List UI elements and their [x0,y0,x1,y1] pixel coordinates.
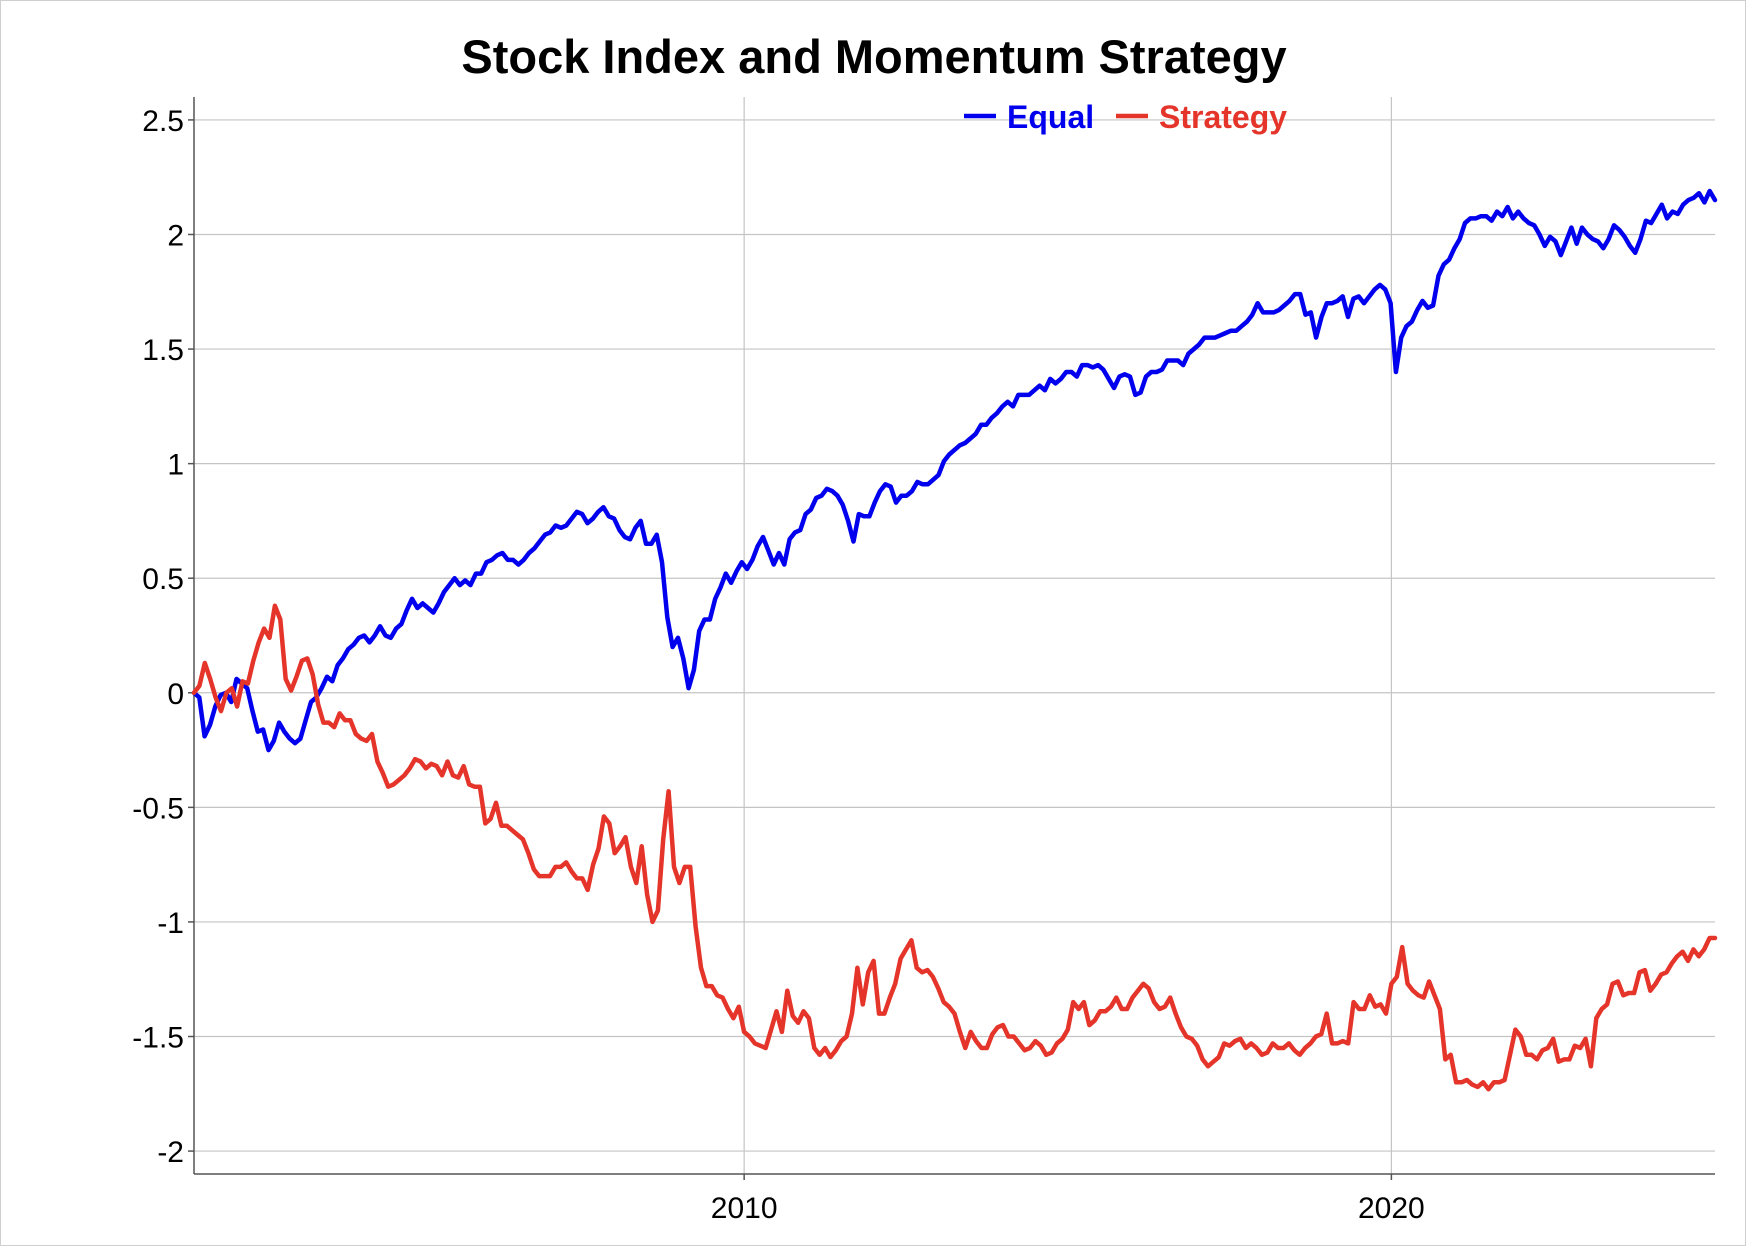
y-tick-label: 2.5 [142,105,184,138]
chart-title: Stock Index and Momentum Strategy [461,30,1286,83]
legend: Equal Strategy [964,99,1287,135]
y-tick-label: 0 [167,678,184,711]
y-tick-label: 1.5 [142,334,184,367]
series [191,188,1718,1092]
series-line-equal [191,188,1718,753]
x-tick-labels: 2010 2020 [711,1174,1425,1225]
y-tick-labels: 2.5 2 1.5 1 0.5 0 -0.5 -1 -1.5 -2 [132,105,194,1169]
y-tick-label: -0.5 [132,792,184,825]
y-tick-label: 2 [167,219,184,252]
y-tick-label: 0.5 [142,563,184,596]
y-tick-label: -1.5 [132,1022,184,1055]
y-tick-label: -1 [157,907,184,940]
y-tick-label: -2 [157,1136,184,1169]
axes [193,97,1715,1175]
legend-label-strategy: Strategy [1159,99,1287,135]
y-tick-label: 1 [167,449,184,482]
grid [194,97,1715,1174]
legend-label-equal: Equal [1007,99,1094,135]
x-tick-label: 2020 [1358,1192,1425,1225]
x-tick-label: 2010 [711,1192,778,1225]
series-line-strategy [191,603,1718,1092]
